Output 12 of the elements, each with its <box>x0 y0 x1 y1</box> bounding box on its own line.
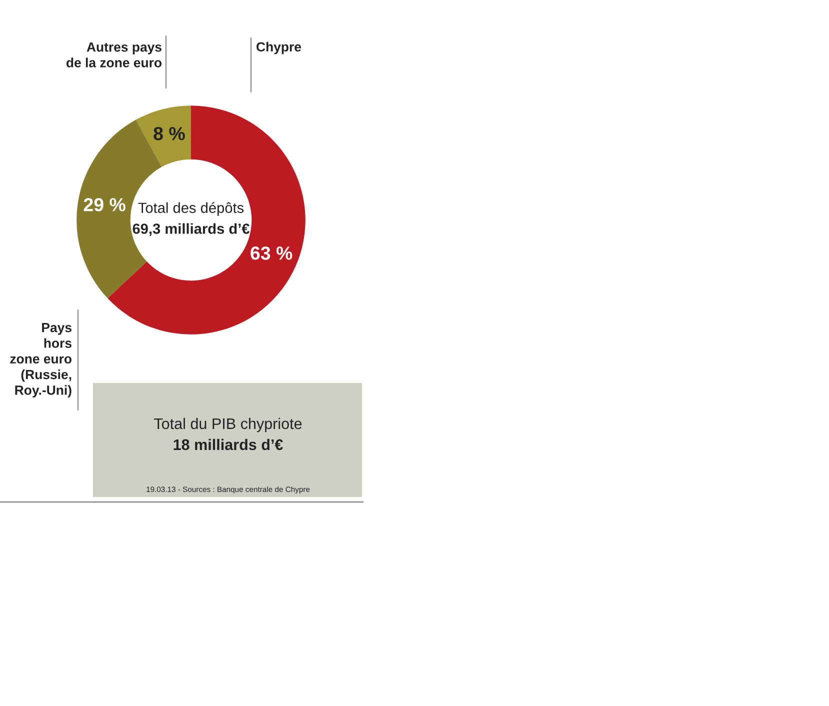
text: 69,3 milliards d’€ <box>132 223 250 236</box>
text: 18 milliards d’€ <box>174 438 283 450</box>
data-label: 29 % <box>84 198 126 212</box>
slice-label: Chypre <box>256 42 302 54</box>
slice-label: Autres pays de la zone euro <box>66 42 162 68</box>
text: Total du PIB chypriote <box>154 418 302 432</box>
text: Total des dépôts <box>138 202 244 216</box>
data-label: 8 % <box>154 126 185 140</box>
donut-slice <box>136 106 191 167</box>
slice-label: Pays hors zone euro (Russie, Roy.-Uni) <box>10 323 72 398</box>
donut-slice <box>108 106 306 334</box>
data-label: 63 % <box>250 246 292 260</box>
